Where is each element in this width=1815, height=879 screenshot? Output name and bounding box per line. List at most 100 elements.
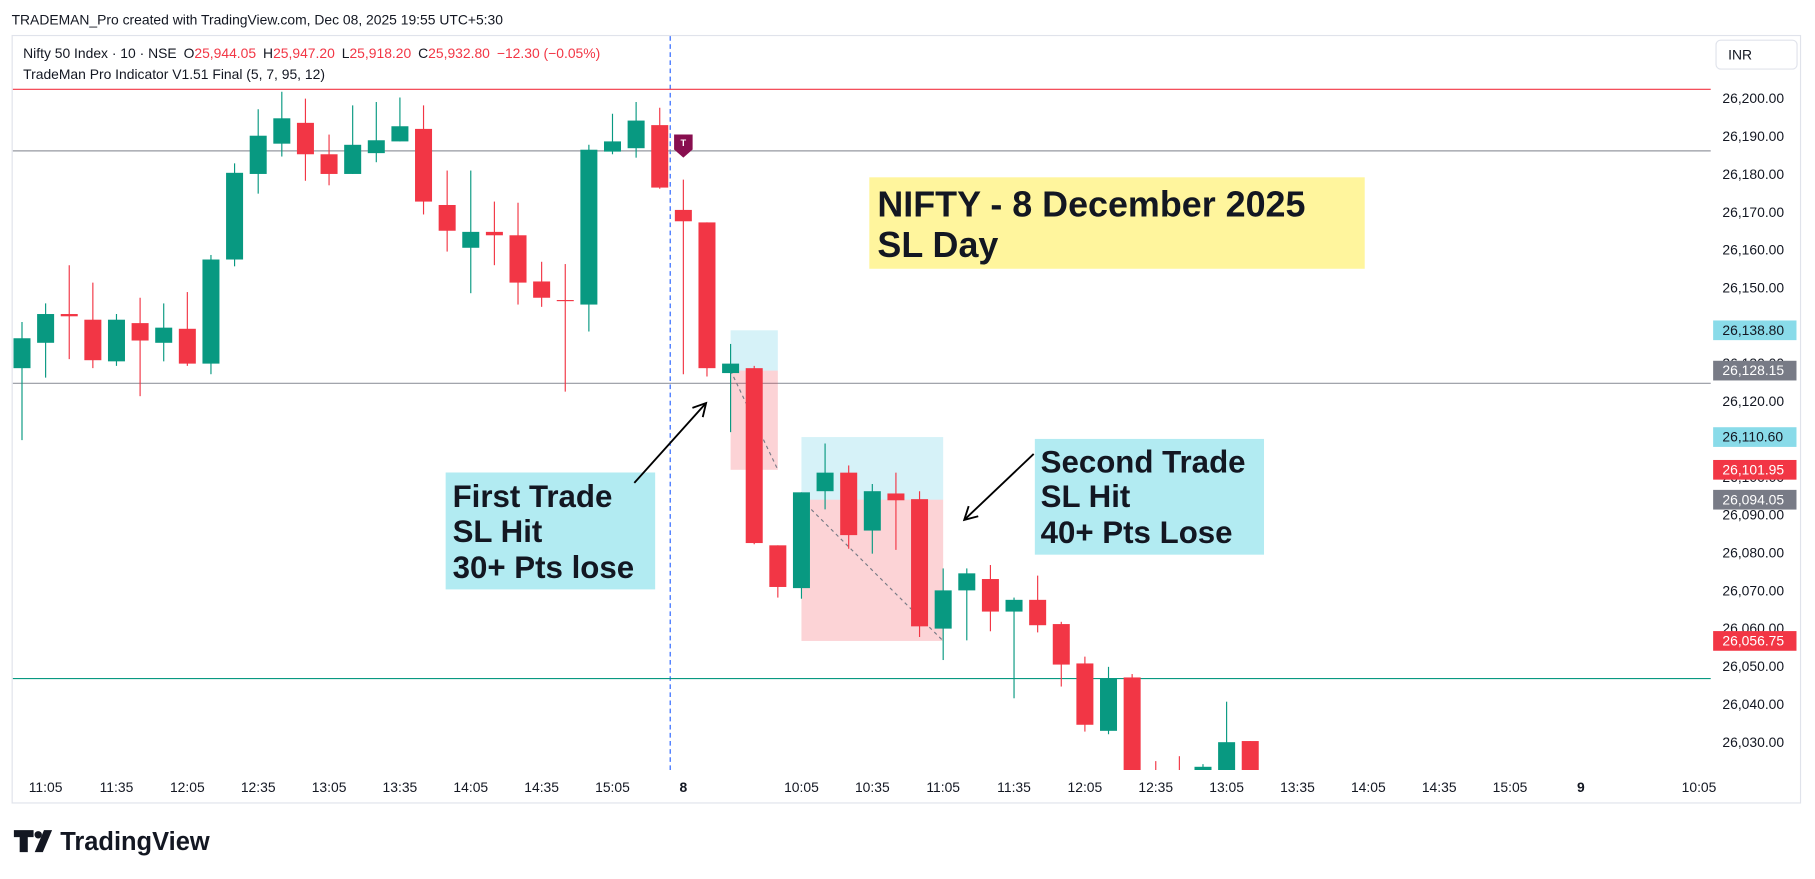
chart-frame (11, 34, 1802, 804)
candle-body (911, 499, 929, 627)
x-tick-label: 12:35 (241, 779, 276, 795)
candle-body (1241, 741, 1259, 770)
candle-body (1052, 624, 1070, 665)
x-tick-label: 14:35 (1422, 779, 1457, 795)
price-tag-label: 26,138.80 (1722, 322, 1784, 338)
candle-body (1029, 599, 1047, 626)
x-tick-label: 12:35 (1138, 779, 1173, 795)
candle-body (698, 222, 716, 369)
candle-body (580, 149, 598, 305)
y-tick-label: 26,150.00 (1722, 280, 1784, 296)
title-box (869, 177, 1365, 269)
logo-mark (13, 830, 34, 853)
price-tag-label: 26,094.05 (1722, 491, 1784, 507)
candle-body (202, 259, 220, 364)
candle-body (1076, 663, 1094, 725)
price-tag (1713, 489, 1797, 510)
ohlc-value: 25,947.20 (273, 45, 335, 61)
currency-button[interactable] (1715, 39, 1798, 70)
x-tick-label: 8 (679, 779, 687, 795)
ohlc-value: 25,932.80 (428, 45, 490, 61)
candle-body (178, 328, 196, 364)
logo: TradingView (13, 828, 210, 856)
logo-mark (34, 831, 42, 839)
x-tick-label: 10:05 (784, 779, 819, 795)
candle-body (981, 579, 999, 612)
y-tick-label: 26,080.00 (1722, 545, 1784, 561)
currency[interactable]: INR (1728, 46, 1752, 62)
y-tick-label: 26,180.00 (1722, 166, 1784, 182)
x-tick-label: 14:35 (524, 779, 559, 795)
arrow (962, 453, 1035, 522)
candle-body (745, 368, 763, 544)
annotations: NIFTY - 8 December 2025 SL Day First Tra… (445, 177, 1365, 590)
x-tick-label: 11:35 (100, 779, 134, 795)
footer: TradingView (60, 828, 210, 856)
candle-body (131, 323, 149, 341)
candle-body (107, 319, 125, 362)
candle-body (344, 144, 362, 174)
y-tick-label: 26,070.00 (1722, 582, 1784, 598)
candle-body (840, 472, 858, 536)
candle-body (1100, 678, 1118, 731)
symbol: Nifty 50 Index · 10 · NSE (23, 45, 176, 61)
annotation-text: 30+ Pts lose (453, 550, 635, 585)
price-tag-label: 26,128.15 (1722, 362, 1784, 378)
candle-body (320, 154, 338, 174)
x-tick-label: 15:05 (595, 779, 630, 795)
y-tick-label: 26,040.00 (1722, 696, 1784, 712)
ohlc-value: 25,918.20 (349, 45, 411, 61)
x-tick-label: 13:05 (1209, 779, 1244, 795)
candle-body (462, 231, 480, 248)
x-tick-label: 15:05 (1493, 779, 1528, 795)
note-box (1034, 438, 1265, 555)
candle-body (485, 231, 503, 236)
note-box (445, 472, 656, 590)
x-tick-label: 11:05 (926, 779, 960, 795)
candle-body (155, 327, 173, 343)
candle-body (674, 209, 692, 222)
trade-path (730, 370, 779, 471)
header: TRADEMAN_Pro created with TradingView.co… (12, 12, 504, 28)
price-tag (1713, 427, 1797, 447)
candle-body (438, 204, 456, 231)
candle-body (84, 319, 102, 361)
candle-body (1194, 766, 1212, 770)
candle-body (792, 492, 810, 589)
annotation-text: First Trade (453, 479, 613, 514)
annotation-text: SL Hit (453, 514, 543, 549)
logo-mark (34, 830, 53, 853)
ohlc-value: 25,944.05 (194, 45, 256, 61)
price-tag (1713, 459, 1797, 480)
candle-body (1123, 677, 1141, 770)
candle-body (863, 491, 881, 531)
signal-flag-label: T (681, 138, 687, 148)
price-tag-label: 26,056.75 (1722, 633, 1784, 649)
y-tick-label: 26,090.00 (1722, 507, 1784, 523)
price-tag (1713, 360, 1797, 381)
price-tag-label: 26,101.95 (1722, 461, 1784, 477)
y-tick-label: 26,170.00 (1722, 204, 1784, 220)
signal-flag (674, 134, 693, 158)
y-tick-label: 26,050.00 (1722, 658, 1784, 674)
candle-body (556, 300, 574, 302)
annotation-text: SL Day (877, 225, 998, 265)
candle-body (249, 135, 267, 174)
price-tag-label: 26,110.60 (1722, 429, 1783, 445)
y-tick-label: 26,160.00 (1722, 242, 1784, 258)
candle-body (651, 125, 669, 188)
x-tick-label: 11:35 (997, 779, 1031, 795)
candle-body (37, 314, 55, 343)
candle-body (816, 472, 834, 492)
candle-body (1005, 599, 1023, 612)
x-tick-label: 13:05 (312, 779, 347, 795)
candle-body (226, 172, 244, 260)
price-tag (1713, 320, 1797, 341)
change: −12.30 (−0.05%) (497, 45, 600, 61)
x-tick-label: 13:35 (1280, 779, 1315, 795)
annotation-text: SL Hit (1041, 479, 1131, 514)
legend-line: Nifty 50 Index · 10 · NSE O25,944.05 H25,9… (23, 45, 600, 61)
ohlc-key: L (342, 45, 350, 61)
candle-body (1218, 742, 1236, 770)
